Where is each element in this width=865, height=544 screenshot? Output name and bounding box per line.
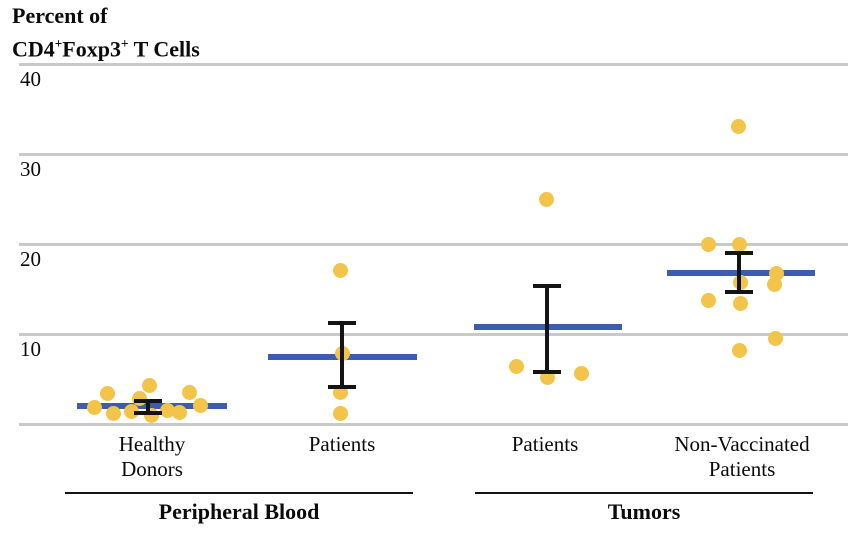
data-point [701, 292, 716, 308]
data-point [733, 296, 748, 312]
error-bar-stem [146, 400, 150, 414]
section-underline-tumors [475, 492, 813, 494]
y-tick-label-10: 10 [20, 337, 41, 361]
category-label-healthy-donors: Healthy Donors [119, 432, 185, 482]
data-point [768, 330, 783, 346]
section-label-peripheral-blood: Peripheral Blood [158, 499, 320, 524]
category-label-line: Healthy [118, 432, 186, 456]
error-bar-cap-top [328, 321, 356, 326]
superscript-plus: + [120, 36, 129, 51]
data-point [574, 365, 589, 381]
mean-line-group4 [667, 269, 815, 276]
data-point [333, 263, 348, 279]
error-bar-stem [340, 323, 344, 388]
error-bar-cap-bottom [134, 411, 162, 416]
error-bar-cap-bottom [533, 369, 561, 374]
error-bar-cap-bottom [328, 385, 356, 390]
gridline-y10 [19, 333, 848, 336]
section-underline-peripheral-blood [65, 492, 413, 494]
section-label-tumors: Tumors [607, 499, 681, 524]
data-point [100, 386, 115, 402]
error-bar-cap-top [725, 251, 753, 255]
chart-title-line1: Percent of [12, 3, 108, 28]
error-bar-stem [545, 286, 549, 372]
data-point [160, 402, 175, 418]
category-label-line: Patients [511, 432, 579, 456]
chart-title-line2: CD4+Foxp3+ T Cells [12, 36, 200, 62]
error-bar-cap-top [134, 398, 162, 403]
data-point [767, 276, 782, 292]
data-point [509, 359, 524, 375]
x-axis-baseline [19, 423, 848, 426]
data-point [172, 405, 187, 421]
data-point [539, 192, 554, 207]
category-label-non-vaccinated-patients: Non-Vaccinated Patients [674, 432, 809, 482]
y-tick-label-20: 20 [20, 247, 41, 271]
category-label-line: Patients [708, 457, 776, 481]
data-point [732, 343, 747, 359]
y-tick-label-40: 40 [20, 67, 41, 91]
y-tick-label-30: 30 [20, 157, 41, 181]
data-point [731, 119, 746, 135]
superscript-plus: + [54, 36, 63, 51]
data-point [182, 384, 197, 400]
data-point [701, 237, 716, 252]
error-bar-stem [737, 253, 741, 292]
data-point [333, 406, 348, 422]
gridline-y20 [19, 243, 848, 246]
mean-line-group1 [77, 403, 227, 409]
category-label-patients: Patients [512, 432, 579, 457]
gridline-y30 [19, 153, 848, 156]
data-point [142, 378, 157, 394]
category-label-patients: Patients [309, 432, 376, 457]
data-point [106, 406, 121, 422]
error-bar-cap-bottom [725, 289, 753, 294]
data-point [193, 398, 208, 414]
category-label-line: Non-Vaccinated [674, 432, 810, 456]
category-label-line: Donors [121, 457, 183, 481]
data-point [732, 237, 747, 252]
category-label-line: Patients [308, 432, 376, 456]
data-point [540, 370, 555, 386]
data-point [87, 399, 102, 415]
chart-title: Percent of CD4+Foxp3+ T Cells [12, 2, 200, 63]
error-bar-cap-top [533, 284, 561, 289]
data-point [124, 404, 139, 420]
gridline-y40 [19, 63, 848, 66]
